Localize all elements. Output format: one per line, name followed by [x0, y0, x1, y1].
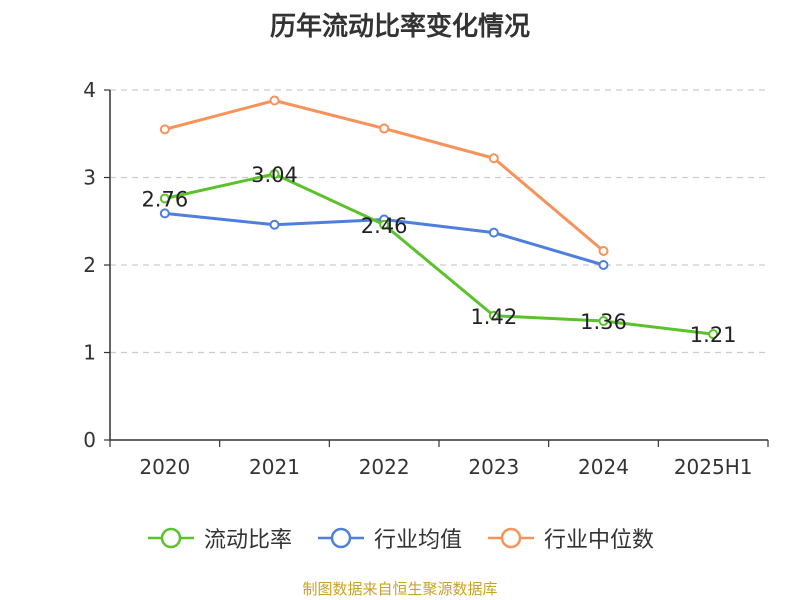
data-point — [708, 329, 719, 340]
data-point — [379, 123, 390, 134]
y-tick-label: 3 — [83, 166, 96, 190]
data-point — [159, 124, 170, 135]
data-label: 1.42 — [470, 305, 517, 329]
data-point — [598, 246, 609, 256]
x-tick-label: 2020 — [139, 455, 190, 479]
data-label: 1.21 — [690, 323, 737, 347]
legend: 流动比率 行业均值 行业中位数 — [0, 520, 800, 556]
data-point — [488, 227, 499, 238]
y-tick-label: 0 — [83, 428, 96, 452]
y-tick-label: 4 — [83, 78, 96, 102]
data-point — [598, 260, 609, 270]
data-point — [488, 310, 499, 321]
data-point — [598, 316, 609, 326]
source-note: 制图数据来自恒生聚源数据库 — [302, 580, 498, 598]
data-point — [159, 208, 170, 219]
series-line — [164, 172, 714, 336]
series-lines — [159, 95, 719, 340]
legend-swatch-marker — [330, 527, 352, 549]
legend-swatch — [488, 527, 534, 549]
y-tick-label: 2 — [83, 253, 96, 277]
legend-swatch-marker — [160, 527, 182, 549]
chart-title: 历年流动比率变化情况 — [269, 12, 530, 42]
x-tick-label: 2022 — [359, 455, 410, 479]
legend-label: 行业中位数 — [544, 528, 655, 553]
data-label: 1.36 — [580, 310, 627, 334]
legend-label: 流动比率 — [203, 528, 292, 553]
x-tick-label: 2025H1 — [674, 455, 753, 479]
data-label: 2.76 — [141, 188, 188, 212]
data-point — [269, 219, 280, 230]
legend-swatch-marker — [500, 527, 522, 549]
data-point — [159, 193, 170, 204]
legend-swatch — [147, 527, 194, 549]
legend-item[interactable]: 行业中位数 — [486, 522, 654, 554]
data-point — [269, 95, 280, 106]
x-tick-label: 2023 — [468, 455, 519, 479]
legend-swatch — [317, 527, 364, 549]
y-tick-label: 1 — [83, 341, 96, 365]
data-label: 2.46 — [361, 214, 408, 238]
x-tick-label: 2024 — [578, 455, 629, 479]
data-point — [488, 153, 499, 164]
data-point — [269, 169, 280, 179]
grid-lines — [110, 89, 768, 354]
data-label: 3.04 — [251, 163, 298, 187]
legend-item[interactable]: 流动比率 — [146, 522, 292, 554]
data-labels: 2.76 3.04 2.46 1.42 1.36 1.21 — [141, 163, 736, 347]
legend-label: 行业均值 — [373, 528, 462, 553]
legend-item[interactable]: 行业均值 — [316, 522, 462, 554]
axes: 0 1 2 3 4 2020 2021 2022 2023 2024 2025H1 — [83, 78, 769, 479]
x-tick-label: 2021 — [249, 455, 300, 479]
data-point — [379, 219, 390, 230]
